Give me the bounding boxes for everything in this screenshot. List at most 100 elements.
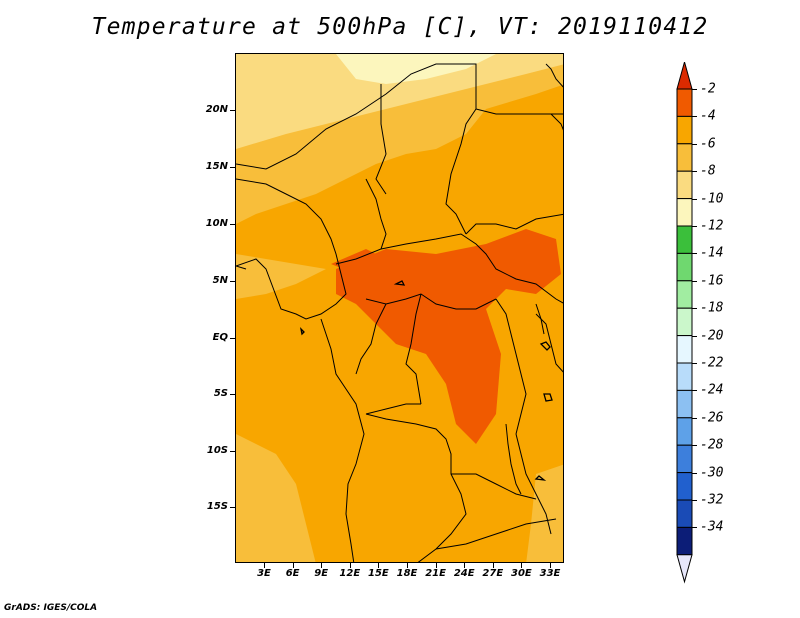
colorbar-tick	[692, 390, 697, 392]
field-band-minus4-north	[331, 249, 386, 274]
colorbar-tick	[692, 308, 697, 310]
lat-label: 5N	[212, 275, 228, 286]
lon-tick	[492, 563, 494, 568]
lat-label: 10S	[206, 445, 228, 456]
colorbar-label: -20	[700, 328, 724, 344]
lat-label: 15N	[205, 161, 228, 172]
map-title: Temperature at 500hPa [C], VT: 201911041…	[91, 14, 709, 40]
colorbar-label: -26	[700, 410, 724, 426]
lon-label: 33E	[539, 568, 561, 579]
lon-label: 30E	[511, 568, 532, 579]
colorbar-swatch	[676, 225, 693, 254]
colorbar-label: -32	[700, 492, 724, 508]
colorbar-label: -28	[700, 437, 724, 453]
lon-label: 15E	[368, 568, 389, 579]
lat-tick	[230, 394, 235, 395]
lat-tick	[230, 167, 235, 168]
colorbar-swatch	[676, 417, 693, 446]
colorbar-swatch	[676, 526, 693, 556]
colorbar-tick	[692, 89, 697, 90]
colorbar-label: -10	[700, 191, 724, 207]
colorbar-swatch	[676, 115, 693, 145]
lon-label: 9E	[314, 568, 329, 579]
temperature-map	[235, 53, 564, 563]
colorbar-top-arrow	[676, 62, 693, 90]
colorbar-swatch	[676, 280, 693, 309]
lon-label: 18E	[396, 568, 418, 579]
colorbar-label: -30	[700, 465, 724, 481]
colorbar-swatch	[676, 335, 693, 364]
colorbar-label: -22	[700, 355, 724, 371]
colorbar-tick	[692, 500, 697, 501]
lat-tick	[230, 507, 235, 508]
field-band-minus8-south	[236, 434, 316, 562]
colorbar-label: -16	[700, 273, 724, 289]
colorbar-label: -4	[700, 108, 716, 124]
colorbar-label: -24	[700, 382, 724, 398]
colorbar-swatch	[676, 198, 693, 227]
country-borders	[236, 63, 563, 562]
lat-label: 10N	[205, 218, 228, 229]
colorbar-tick	[692, 116, 697, 118]
colorbar-tick	[692, 253, 697, 255]
lat-tick	[230, 451, 235, 452]
lon-label: 6E	[285, 568, 300, 579]
colorbar-tick	[692, 445, 697, 447]
lon-label: 21E	[425, 568, 446, 579]
lon-label: 12E	[339, 568, 361, 579]
colorbar-tick	[692, 143, 697, 145]
colorbar-tick	[692, 171, 697, 173]
colorbar-swatch	[676, 499, 693, 528]
colorbar-swatch	[676, 143, 693, 172]
lon-tick	[550, 563, 551, 568]
colorbar-tick	[692, 226, 697, 227]
lon-tick	[321, 563, 323, 568]
lon-label: 24E	[453, 568, 475, 579]
lon-tick	[264, 563, 265, 568]
lat-tick	[230, 224, 235, 225]
colorbar-tick	[692, 198, 697, 200]
colorbar-swatch	[676, 472, 693, 501]
colorbar-tick	[692, 280, 697, 282]
field-band-minus4-central	[336, 229, 561, 444]
lon-tick	[407, 563, 408, 568]
lon-tick	[521, 563, 523, 568]
colorbar: -2 -4 -6 -8 -10 -12 -14 -16 -18 -20 -22 -24 -26 -28 -3…	[668, 62, 738, 584]
colorbar-swatch	[676, 307, 693, 337]
colorbar-bottom-arrow	[676, 554, 693, 584]
colorbar-graphic	[676, 62, 693, 584]
colorbar-tick	[692, 417, 697, 419]
field-band-minus8-se	[526, 464, 563, 562]
colorbar-label: -34	[700, 519, 724, 535]
colorbar-swatch	[676, 170, 693, 200]
colorbar-label: -14	[700, 245, 724, 261]
colorbar-swatch	[676, 444, 693, 474]
colorbar-label: -18	[700, 300, 724, 316]
lon-tick	[464, 563, 466, 568]
colorbar-swatch	[676, 389, 693, 419]
lat-label: 5S	[213, 388, 228, 399]
colorbar-label: -6	[700, 136, 716, 152]
lat-label: EQ	[212, 332, 228, 343]
lon-label: 3E	[257, 568, 271, 579]
colorbar-tick	[692, 335, 697, 337]
lat-tick	[230, 338, 235, 339]
lon-tick	[292, 563, 294, 568]
lat-label: 20N	[205, 104, 228, 115]
lat-tick	[230, 110, 235, 111]
map-field	[236, 54, 563, 562]
colorbar-swatch	[676, 252, 693, 282]
field-band-minus12	[336, 54, 496, 84]
colorbar-label: -8	[700, 163, 716, 179]
grads-credit: GrADS: IGES/COLA	[4, 603, 98, 613]
lon-label: 27E	[482, 568, 504, 579]
colorbar-tick	[692, 363, 697, 364]
lon-tick	[378, 563, 380, 568]
colorbar-label: -12	[700, 218, 724, 234]
lon-tick	[435, 563, 437, 568]
colorbar-tick	[692, 527, 697, 529]
colorbar-tick	[692, 472, 697, 474]
field-band-minus8-west	[236, 254, 326, 299]
colorbar-swatch	[676, 362, 693, 391]
lat-label: 15S	[206, 501, 228, 512]
